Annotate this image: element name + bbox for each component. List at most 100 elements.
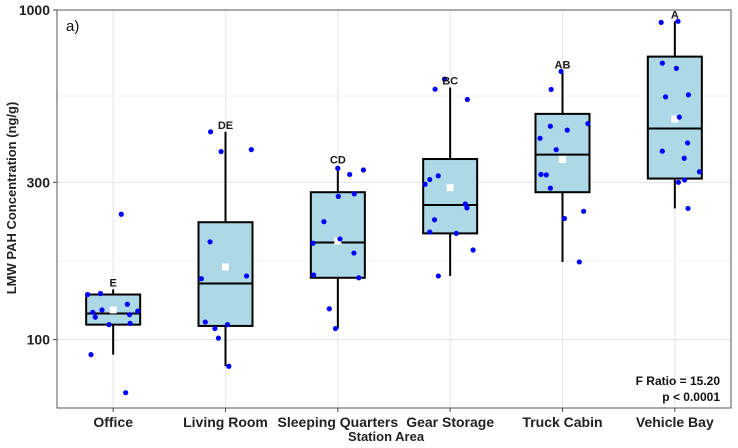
box-group: E [84, 211, 142, 396]
data-point [92, 314, 98, 320]
data-point [662, 94, 669, 100]
y-axis: 100 300 1000 [19, 2, 57, 348]
data-point [681, 155, 687, 161]
data-point [658, 19, 664, 26]
data-point [335, 193, 341, 199]
data-point [360, 167, 367, 173]
data-point [126, 312, 133, 318]
data-point [427, 176, 433, 183]
box-group: CD [309, 155, 367, 332]
x-tick-label: Sleeping Quarters [278, 414, 399, 430]
mean-marker [446, 184, 454, 192]
data-point [124, 301, 130, 307]
data-point [135, 308, 141, 314]
data-point [464, 205, 470, 211]
box-group: AB [534, 59, 591, 265]
data-point [332, 325, 339, 332]
data-point [248, 147, 254, 153]
plot-background [57, 10, 731, 408]
data-point [218, 148, 224, 155]
y-axis-label: LMW PAH Concentration (ng/g) [4, 102, 19, 295]
data-point [435, 173, 441, 179]
data-point [462, 201, 468, 207]
minor-gridlines [57, 95, 731, 262]
y-tick-label: 100 [27, 332, 51, 348]
significance-letter: AB [555, 59, 571, 71]
x-axis-label: Station Area [348, 429, 425, 444]
data-point [207, 129, 214, 135]
f-ratio-annotation: F Ratio = 15.20 [636, 374, 721, 388]
data-point [561, 215, 568, 222]
data-point [198, 276, 204, 282]
panel-label: a) [66, 18, 79, 35]
data-point [564, 127, 570, 133]
data-point [202, 319, 208, 325]
data-point [311, 272, 317, 278]
box-iqr [309, 191, 366, 279]
x-tick-label: Truck Cabin [522, 414, 602, 430]
data-point [673, 65, 679, 71]
plot-frame [56, 9, 732, 409]
data-point [310, 240, 316, 246]
data-point [675, 18, 681, 24]
data-point [90, 309, 96, 315]
box-iqr [422, 158, 479, 235]
data-point [431, 217, 438, 223]
data-point [558, 68, 564, 75]
data-point [224, 322, 231, 328]
x-tick-label: Vehicle Bay [636, 414, 714, 430]
data-point [659, 60, 665, 66]
data-point [675, 179, 682, 185]
mean-marker [671, 115, 679, 123]
data-point [547, 123, 553, 129]
significance-letter: A [671, 9, 679, 21]
data-point [337, 236, 343, 242]
data-point [553, 147, 559, 153]
data-point [470, 247, 476, 253]
box-group: BC [422, 75, 479, 279]
data-point [84, 291, 91, 298]
data-point [585, 121, 591, 127]
data-point [215, 335, 222, 341]
mean-marker [334, 237, 342, 245]
data-point [207, 239, 213, 245]
significance-letter: CD [330, 155, 346, 167]
data-point [538, 171, 544, 178]
y-tick-label: 300 [27, 174, 51, 190]
data-point [453, 230, 459, 236]
data-point [685, 92, 691, 98]
x-tick-label: Gear Storage [406, 414, 494, 430]
data-point [696, 169, 703, 175]
data-point [427, 229, 433, 235]
data-point [243, 273, 250, 279]
significance-letter: BC [442, 75, 458, 87]
data-point [441, 76, 448, 82]
y-tick-label: 1000 [19, 2, 50, 18]
data-point [335, 165, 341, 171]
box-iqr [197, 221, 254, 327]
data-point [127, 320, 133, 326]
data-point [576, 259, 582, 265]
data-point [435, 273, 441, 279]
data-point [682, 177, 688, 183]
data-point [659, 148, 665, 154]
box-marks: E DE CD BC AB A [84, 9, 703, 396]
data-point [537, 135, 543, 141]
data-point [226, 363, 232, 369]
data-point [123, 390, 129, 396]
data-point [547, 185, 553, 191]
p-value-annotation: p < 0.0001 [662, 390, 720, 404]
data-point [685, 140, 691, 146]
data-point [464, 96, 470, 103]
data-point [351, 250, 357, 256]
data-point [432, 86, 438, 92]
data-point [321, 219, 327, 225]
data-point [99, 307, 105, 313]
mean-marker [222, 263, 229, 271]
data-point [351, 191, 357, 197]
box-iqr [534, 112, 591, 194]
data-point [118, 211, 124, 217]
data-point [543, 172, 549, 178]
data-point [97, 290, 104, 297]
